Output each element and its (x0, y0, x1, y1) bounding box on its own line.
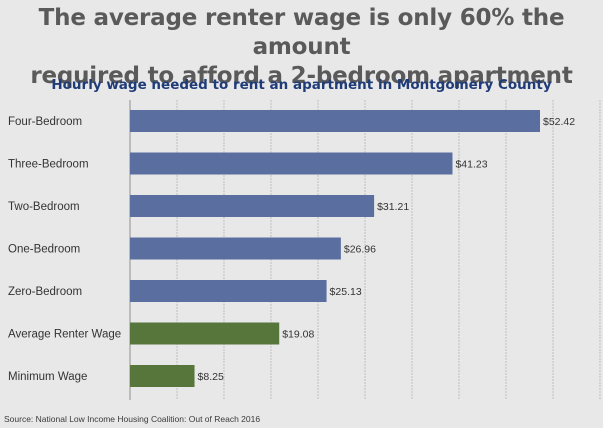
bar-average-renter-wage (130, 322, 280, 345)
bar-four-bedroom (130, 110, 540, 132)
category-labels: Four-Bedroom Three-Bedroom Two-Bedroom One-… (8, 116, 121, 383)
category-label: Four-Bedroom (8, 116, 82, 128)
source-note: Source: National Low Income Housing Coal… (4, 414, 261, 424)
bar-minimum-wage (130, 365, 195, 387)
chart-title: Hourly wage needed to rent an apartment … (51, 77, 552, 93)
bars (130, 110, 540, 387)
bar-three-bedroom (130, 152, 453, 175)
value-label: $52.42 (543, 116, 575, 128)
category-label: Zero-Bedroom (8, 286, 82, 298)
bar-one-bedroom (130, 237, 341, 260)
value-labels: $52.42 $41.23 $31.21 $26.96 $25.13 $19.08 $8.2… (198, 116, 576, 383)
category-label: Three-Bedroom (8, 159, 89, 171)
bar-two-bedroom (130, 195, 375, 217)
category-label: Average Renter Wage (8, 329, 121, 341)
headline-line-2: required to afford a 2-bedroom apartment (30, 63, 573, 89)
value-label: $8.25 (198, 371, 224, 383)
value-label: $31.21 (377, 201, 409, 213)
headline: The average renter wage is only 60% the … (0, 4, 603, 91)
category-label: Two-Bedroom (8, 201, 80, 213)
value-label: $25.13 (330, 286, 362, 298)
value-label: $26.96 (344, 244, 376, 256)
category-label: Minimum Wage (8, 371, 87, 383)
category-label: One-Bedroom (8, 244, 80, 256)
value-label: $41.23 (455, 159, 487, 171)
bar-zero-bedroom (130, 280, 327, 302)
headline-line-1: The average renter wage is only 60% the … (38, 5, 565, 60)
value-label: $19.08 (282, 329, 314, 341)
